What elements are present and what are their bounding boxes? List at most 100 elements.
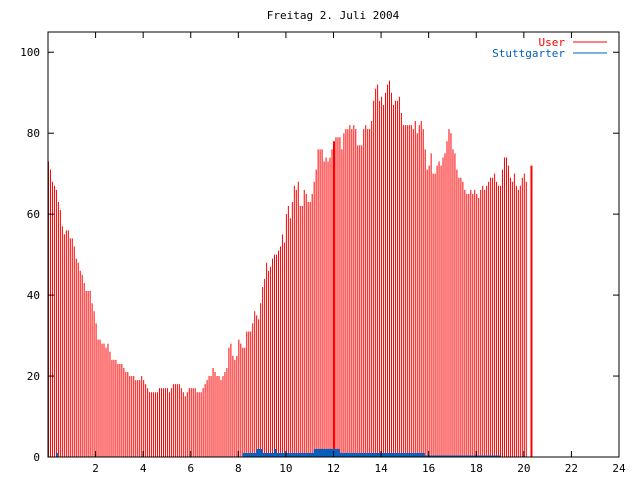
stuttgarter-point bbox=[248, 452, 251, 457]
stuttgarter-point bbox=[387, 452, 390, 457]
stuttgarter-point bbox=[422, 452, 425, 457]
stuttgarter-point bbox=[313, 448, 316, 457]
stuttgarter-point bbox=[270, 452, 273, 457]
stuttgarter-point bbox=[242, 452, 245, 457]
stuttgarter-point bbox=[258, 448, 261, 457]
stuttgarter-point bbox=[355, 452, 358, 457]
stuttgarter-point bbox=[369, 452, 372, 457]
stuttgarter-point bbox=[408, 452, 411, 457]
stuttgarter-point bbox=[365, 452, 368, 457]
stuttgarter-point bbox=[406, 452, 409, 457]
stuttgarter-point bbox=[418, 452, 421, 457]
x-tick-label: 2 bbox=[92, 462, 99, 475]
stuttgarter-point bbox=[291, 452, 294, 457]
stuttgarter-series-bars bbox=[55, 448, 501, 457]
x-tick-label: 20 bbox=[517, 462, 530, 475]
x-tick-label: 14 bbox=[374, 462, 388, 475]
stuttgarter-point bbox=[309, 452, 312, 457]
stuttgarter-point bbox=[303, 452, 306, 457]
stuttgarter-point bbox=[373, 452, 376, 457]
stuttgarter-point bbox=[268, 452, 271, 457]
stuttgarter-point bbox=[331, 448, 334, 457]
stuttgarter-point bbox=[400, 452, 403, 457]
stuttgarter-point bbox=[325, 448, 328, 457]
stuttgarter-point bbox=[414, 452, 417, 457]
stuttgarter-point bbox=[410, 452, 413, 457]
stuttgarter-point bbox=[347, 452, 350, 457]
stuttgarter-point bbox=[371, 452, 374, 457]
stuttgarter-point bbox=[381, 452, 384, 457]
y-tick-label: 60 bbox=[27, 208, 40, 221]
stuttgarter-point bbox=[377, 452, 380, 457]
stuttgarter-point bbox=[274, 448, 277, 457]
x-tick-label: 12 bbox=[327, 462, 340, 475]
stuttgarter-point bbox=[299, 452, 302, 457]
stuttgarter-point bbox=[301, 452, 304, 457]
stuttgarter-point bbox=[353, 452, 356, 457]
stuttgarter-point bbox=[295, 452, 298, 457]
stuttgarter-point bbox=[315, 448, 318, 457]
y-tick-label: 0 bbox=[33, 451, 40, 464]
y-tick-label: 80 bbox=[27, 127, 40, 140]
x-tick-label: 4 bbox=[140, 462, 147, 475]
stuttgarter-point bbox=[297, 452, 300, 457]
chart-title: Freitag 2. Juli 2004 bbox=[267, 9, 400, 22]
stuttgarter-point bbox=[389, 452, 392, 457]
stuttgarter-point bbox=[375, 452, 378, 457]
stuttgarter-point bbox=[260, 448, 263, 457]
user-series-bars bbox=[48, 80, 533, 457]
stuttgarter-point bbox=[394, 452, 397, 457]
x-tick-label: 6 bbox=[187, 462, 194, 475]
stuttgarter-point bbox=[266, 452, 269, 457]
stuttgarter-point bbox=[396, 452, 399, 457]
stuttgarter-point bbox=[398, 452, 401, 457]
stuttgarter-point bbox=[392, 452, 395, 457]
x-tick-label: 24 bbox=[612, 462, 626, 475]
stuttgarter-point bbox=[307, 452, 310, 457]
stuttgarter-point bbox=[252, 452, 255, 457]
stuttgarter-point bbox=[287, 452, 290, 457]
stuttgarter-point bbox=[333, 448, 336, 457]
stuttgarter-point bbox=[244, 452, 247, 457]
stuttgarter-point bbox=[275, 452, 278, 457]
stuttgarter-point bbox=[317, 448, 320, 457]
stuttgarter-point bbox=[343, 452, 346, 457]
stuttgarter-point bbox=[349, 452, 352, 457]
stuttgarter-point bbox=[383, 452, 386, 457]
stuttgarter-point bbox=[357, 452, 360, 457]
legend: User Stuttgarter bbox=[492, 36, 607, 60]
stuttgarter-point bbox=[55, 452, 58, 457]
x-tick-label: 10 bbox=[279, 462, 292, 475]
x-tick-label: 8 bbox=[235, 462, 242, 475]
stuttgarter-point bbox=[262, 452, 265, 457]
stuttgarter-point bbox=[359, 452, 362, 457]
stuttgarter-point bbox=[416, 452, 419, 457]
stuttgarter-point bbox=[385, 452, 388, 457]
stuttgarter-point bbox=[390, 452, 393, 457]
stuttgarter-point bbox=[402, 452, 405, 457]
stuttgarter-point bbox=[289, 452, 292, 457]
x-tick-label: 16 bbox=[422, 462, 435, 475]
stuttgarter-point bbox=[285, 452, 288, 457]
stuttgarter-point bbox=[293, 452, 296, 457]
stuttgarter-point bbox=[351, 452, 354, 457]
stuttgarter-point bbox=[341, 452, 344, 457]
stuttgarter-point bbox=[321, 448, 324, 457]
stuttgarter-point bbox=[404, 452, 407, 457]
y-tick-label: 100 bbox=[20, 46, 40, 59]
stuttgarter-point bbox=[281, 452, 284, 457]
stuttgarter-point bbox=[327, 448, 330, 457]
stuttgarter-point bbox=[305, 452, 308, 457]
y-tick-label: 20 bbox=[27, 370, 40, 383]
stuttgarter-point bbox=[256, 448, 259, 457]
stuttgarter-point bbox=[311, 452, 314, 457]
stuttgarter-point bbox=[246, 452, 249, 457]
y-tick-label: 40 bbox=[27, 289, 40, 302]
stuttgarter-point bbox=[379, 452, 382, 457]
stuttgarter-point bbox=[329, 448, 332, 457]
x-tick-label: 22 bbox=[565, 462, 578, 475]
stuttgarter-point bbox=[363, 452, 366, 457]
stuttgarter-point bbox=[339, 452, 342, 457]
